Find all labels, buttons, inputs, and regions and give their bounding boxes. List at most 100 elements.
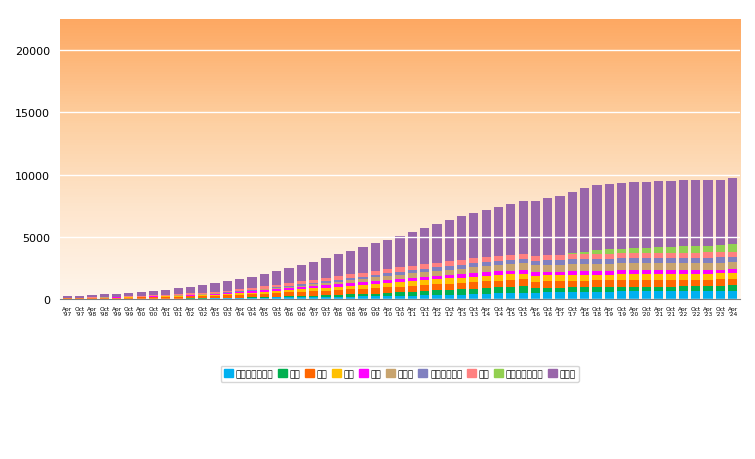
Bar [396, 296, 405, 300]
Bar [420, 264, 429, 269]
Bar [408, 266, 417, 270]
Bar [667, 287, 676, 291]
Bar [519, 274, 528, 280]
Bar [272, 298, 282, 300]
Bar [728, 269, 737, 273]
Bar [704, 253, 713, 258]
Bar [605, 287, 614, 292]
Bar [568, 292, 577, 300]
Bar [334, 297, 343, 300]
Bar [593, 254, 602, 259]
Bar [371, 244, 380, 271]
Bar [161, 299, 171, 300]
Bar [285, 286, 294, 287]
Bar [691, 253, 701, 258]
Bar [593, 264, 602, 271]
Bar [346, 290, 356, 295]
Bar [223, 299, 232, 300]
Bar [617, 264, 627, 271]
Bar [667, 274, 676, 280]
Bar [679, 274, 688, 280]
Bar [667, 253, 676, 258]
Bar [161, 295, 171, 296]
Bar [494, 207, 503, 256]
Bar [667, 247, 676, 253]
Bar [433, 268, 442, 271]
Bar [420, 280, 429, 285]
Bar [272, 285, 282, 287]
Bar [174, 299, 183, 300]
Bar [248, 291, 257, 292]
Bar [457, 284, 466, 290]
Bar [383, 284, 393, 288]
Bar [630, 271, 639, 274]
Bar [88, 295, 97, 297]
Bar [272, 290, 282, 291]
Bar [88, 298, 97, 299]
Bar [470, 213, 479, 259]
Bar [716, 253, 725, 258]
Bar [580, 260, 590, 264]
Bar [260, 298, 269, 300]
Bar [543, 288, 553, 293]
Bar [235, 298, 245, 300]
Bar [383, 280, 393, 284]
Bar [506, 260, 516, 264]
Bar [445, 284, 454, 290]
Bar [704, 246, 713, 253]
Bar [359, 248, 368, 273]
Bar [617, 249, 627, 254]
Bar [704, 274, 713, 280]
Bar [161, 297, 171, 299]
Bar [285, 289, 294, 291]
Bar [161, 290, 171, 295]
Bar [322, 296, 331, 297]
Bar [667, 258, 676, 263]
Bar [359, 289, 368, 294]
Bar [494, 275, 503, 281]
Bar [433, 285, 442, 291]
Bar [482, 257, 491, 262]
Bar [186, 287, 195, 294]
Bar [235, 295, 245, 298]
Bar [654, 280, 664, 287]
Bar [297, 265, 306, 282]
Bar [691, 291, 701, 300]
Bar [211, 284, 220, 292]
Bar [654, 287, 664, 291]
Bar [556, 281, 565, 288]
Bar [433, 271, 442, 276]
Bar [716, 280, 725, 286]
Bar [371, 278, 380, 282]
Bar [494, 261, 503, 265]
Bar [691, 270, 701, 274]
Bar [396, 283, 405, 287]
Bar [223, 294, 232, 295]
Bar [433, 291, 442, 295]
Bar [605, 281, 614, 287]
Bar [593, 292, 602, 300]
Bar [100, 298, 109, 299]
Bar [383, 240, 393, 269]
Bar [260, 291, 269, 292]
Bar [433, 263, 442, 268]
Bar [260, 287, 269, 289]
Bar [605, 250, 614, 254]
Bar [198, 295, 208, 296]
Bar [679, 270, 688, 274]
Bar [371, 271, 380, 275]
Bar [654, 253, 664, 258]
Bar [334, 295, 343, 297]
Bar [506, 271, 516, 274]
Bar [63, 299, 72, 300]
Bar [617, 183, 627, 249]
Bar [112, 298, 121, 299]
Bar [223, 296, 232, 298]
Bar [248, 295, 257, 298]
Bar [297, 290, 306, 292]
Bar [359, 273, 368, 277]
Bar [580, 255, 590, 260]
Bar [211, 296, 220, 298]
Bar [420, 285, 429, 291]
Bar [334, 255, 343, 277]
